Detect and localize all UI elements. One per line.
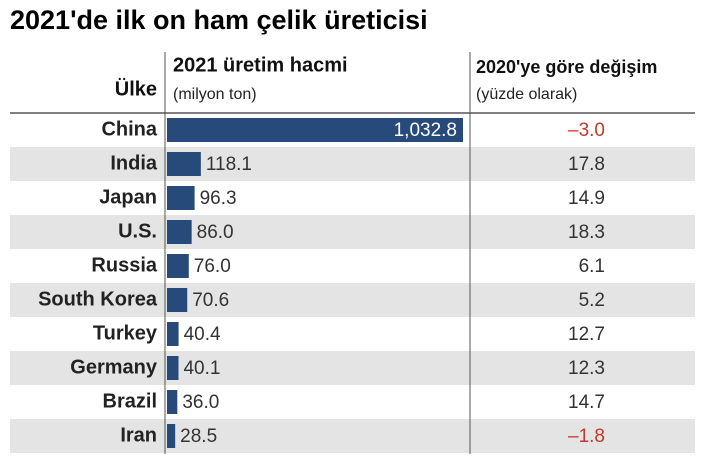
value-label: 40.4 bbox=[184, 324, 221, 345]
bar bbox=[167, 152, 201, 176]
bar bbox=[167, 424, 176, 448]
category-label: Turkey bbox=[93, 322, 158, 344]
category-label: China bbox=[101, 118, 157, 140]
change-label: 5.2 bbox=[579, 290, 605, 311]
change-subheader: (yüzde olarak) bbox=[476, 86, 577, 103]
category-label: South Korea bbox=[38, 288, 158, 310]
change-label: 17.8 bbox=[568, 154, 605, 175]
bar bbox=[167, 220, 192, 244]
value-label: 28.5 bbox=[180, 426, 217, 447]
value-header: 2021 üretim hacmi bbox=[173, 54, 348, 76]
category-label: Germany bbox=[70, 356, 158, 378]
change-label: 12.3 bbox=[568, 358, 605, 379]
bar bbox=[167, 390, 178, 414]
bar bbox=[167, 186, 195, 210]
change-label: 18.3 bbox=[568, 222, 605, 243]
chart-title: 2021'de ilk on ham çelik üreticisi bbox=[10, 5, 428, 35]
bar bbox=[167, 288, 188, 312]
change-label: –1.8 bbox=[568, 426, 605, 447]
value-label: 1,032.8 bbox=[394, 120, 457, 141]
category-label: Russia bbox=[91, 254, 157, 276]
change-header: 2020'ye göre değişim bbox=[476, 57, 657, 77]
category-label: Japan bbox=[99, 186, 157, 208]
value-label: 40.1 bbox=[183, 358, 220, 379]
change-label: 14.9 bbox=[568, 188, 605, 209]
category-header: Ülke bbox=[115, 77, 157, 100]
change-label: 6.1 bbox=[579, 256, 605, 277]
bar bbox=[167, 254, 189, 278]
category-label: Iran bbox=[120, 424, 157, 446]
row-band bbox=[10, 147, 695, 181]
value-label: 70.6 bbox=[192, 290, 229, 311]
category-label: India bbox=[110, 152, 158, 174]
bar bbox=[167, 356, 179, 380]
change-label: 12.7 bbox=[568, 324, 605, 345]
value-label: 96.3 bbox=[200, 188, 237, 209]
value-label: 76.0 bbox=[194, 256, 231, 277]
value-subheader: (milyon ton) bbox=[173, 86, 257, 103]
bar bbox=[167, 118, 463, 142]
row-band bbox=[10, 351, 695, 385]
change-label: –3.0 bbox=[568, 120, 605, 141]
value-label: 118.1 bbox=[206, 154, 252, 175]
bar bbox=[167, 322, 179, 346]
row-band bbox=[10, 215, 695, 249]
row-band bbox=[10, 419, 695, 453]
value-label: 86.0 bbox=[197, 222, 234, 243]
change-label: 14.7 bbox=[568, 392, 605, 413]
row-band bbox=[10, 283, 695, 317]
value-label: 36.0 bbox=[182, 392, 219, 413]
category-label: U.S. bbox=[118, 220, 157, 242]
category-label: Brazil bbox=[103, 390, 157, 412]
